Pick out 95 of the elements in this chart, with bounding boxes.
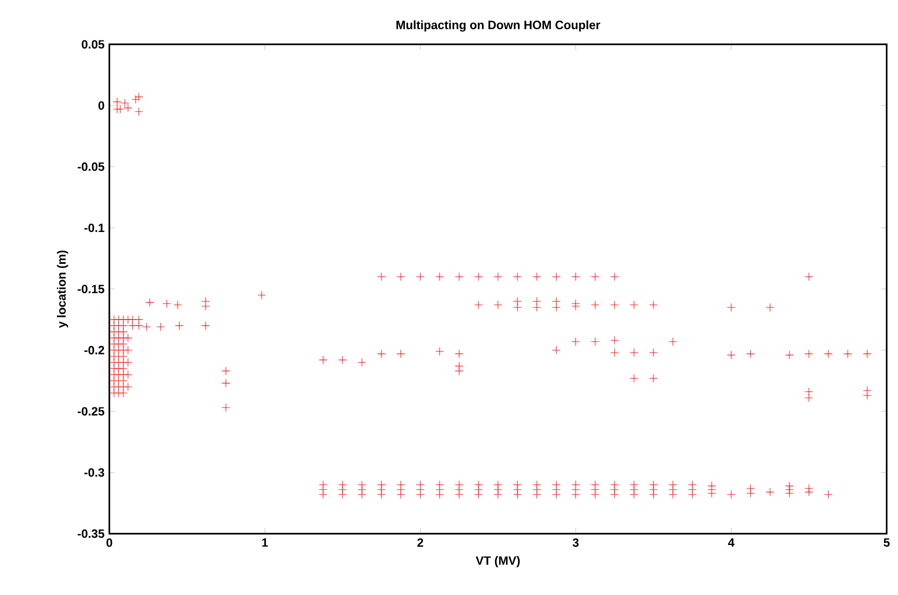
point <box>474 272 483 282</box>
point <box>134 321 144 330</box>
point <box>590 337 600 346</box>
y-tick-label: 0 <box>98 101 104 110</box>
point <box>222 366 230 376</box>
point <box>804 387 814 396</box>
y-tick-label: -0.15 <box>78 284 104 294</box>
point <box>358 358 366 367</box>
point <box>494 300 502 310</box>
point <box>222 403 230 412</box>
y-tick-label: -0.1 <box>84 224 104 232</box>
point <box>396 272 406 282</box>
point <box>571 272 580 282</box>
point <box>668 337 678 346</box>
x-tick-label: 5 <box>884 538 890 547</box>
point <box>377 350 386 358</box>
x-axis-title: VT (MV) <box>476 556 520 568</box>
point <box>435 347 444 356</box>
point <box>630 348 638 357</box>
point <box>532 272 542 282</box>
point <box>134 107 144 116</box>
point <box>630 300 638 310</box>
point <box>132 95 140 104</box>
point <box>726 350 736 360</box>
point <box>571 337 580 346</box>
point <box>513 272 522 282</box>
point <box>318 356 328 364</box>
point <box>804 272 814 282</box>
y-tick-label: -0.35 <box>78 529 104 538</box>
point <box>766 303 774 312</box>
point <box>474 300 483 310</box>
point <box>222 378 230 388</box>
point <box>134 92 144 102</box>
point <box>610 272 619 282</box>
point <box>494 272 502 282</box>
point <box>862 391 872 400</box>
point <box>552 272 561 282</box>
y-tick-label: -0.05 <box>78 162 104 171</box>
y-tick-label: 0.05 <box>82 40 104 49</box>
point <box>134 315 144 324</box>
point <box>201 321 210 330</box>
point <box>435 272 444 282</box>
point <box>610 348 619 357</box>
point <box>804 350 814 358</box>
point <box>844 350 852 358</box>
point <box>454 272 464 282</box>
point <box>162 299 172 308</box>
point <box>257 290 266 300</box>
point <box>552 296 561 306</box>
point <box>338 356 347 364</box>
point <box>532 296 542 306</box>
y-axis-title: y location (m) <box>56 250 68 328</box>
x-tick-label: 0 <box>106 538 112 547</box>
point <box>824 350 833 358</box>
point <box>156 322 165 332</box>
point <box>112 98 122 106</box>
point <box>862 350 872 358</box>
point <box>532 303 542 312</box>
point <box>590 300 600 310</box>
point <box>454 350 464 358</box>
point <box>142 322 151 332</box>
point <box>377 272 386 282</box>
point <box>630 374 638 383</box>
point <box>590 272 600 282</box>
point <box>201 302 210 310</box>
chart-title: Multipacting on Down HOM Coupler <box>396 20 600 32</box>
point <box>610 300 619 310</box>
point <box>513 296 522 306</box>
x-tick-label: 3 <box>572 538 579 547</box>
point <box>726 303 736 312</box>
point <box>649 348 658 357</box>
x-tick-label: 1 <box>262 538 268 547</box>
point <box>513 303 522 312</box>
point <box>785 350 794 360</box>
x-tick-label: 4 <box>728 538 734 547</box>
y-tick-label: -0.25 <box>78 407 104 416</box>
point <box>416 272 425 282</box>
point <box>552 346 561 354</box>
point <box>396 350 406 358</box>
x-tick-label: 2 <box>417 538 424 547</box>
point <box>116 104 124 114</box>
y-tick-label: -0.2 <box>84 346 104 354</box>
point <box>746 350 755 358</box>
point <box>175 321 184 330</box>
point <box>804 394 814 402</box>
point <box>571 302 580 310</box>
point <box>649 374 658 383</box>
point <box>173 300 182 310</box>
point <box>128 315 137 324</box>
point <box>552 303 561 312</box>
point <box>145 298 154 307</box>
point <box>649 300 658 310</box>
y-tick-label: -0.3 <box>84 468 104 477</box>
point <box>610 336 619 345</box>
point <box>454 366 464 376</box>
